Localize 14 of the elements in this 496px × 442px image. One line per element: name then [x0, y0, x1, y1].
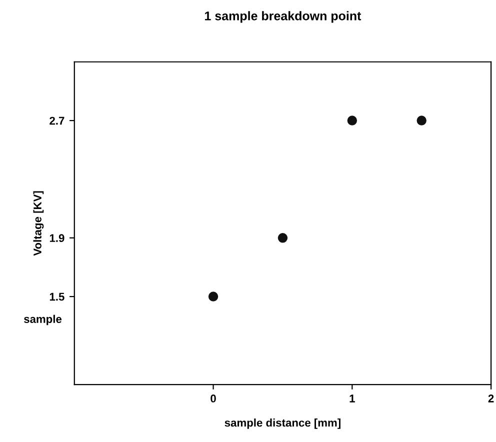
x-tick-label: 1 [350, 394, 355, 402]
x-tick-label: 0 [210, 394, 216, 402]
point [347, 116, 358, 126]
text: sample [24, 314, 62, 326]
x-axis-title: sample distance [mm] [224, 418, 340, 429]
y-tick-label: 2.7 [50, 116, 64, 125]
y-axis-title: Voltage [KV] [33, 191, 44, 256]
point [416, 116, 426, 126]
point [278, 233, 288, 243]
y-tick-label: 1.9 [50, 234, 64, 242]
point [208, 292, 218, 302]
y-tick-label: 1.5 [50, 292, 64, 301]
chart-title: 1 sample breakdown point [205, 11, 362, 23]
x-tick-label: 2 [488, 394, 494, 402]
